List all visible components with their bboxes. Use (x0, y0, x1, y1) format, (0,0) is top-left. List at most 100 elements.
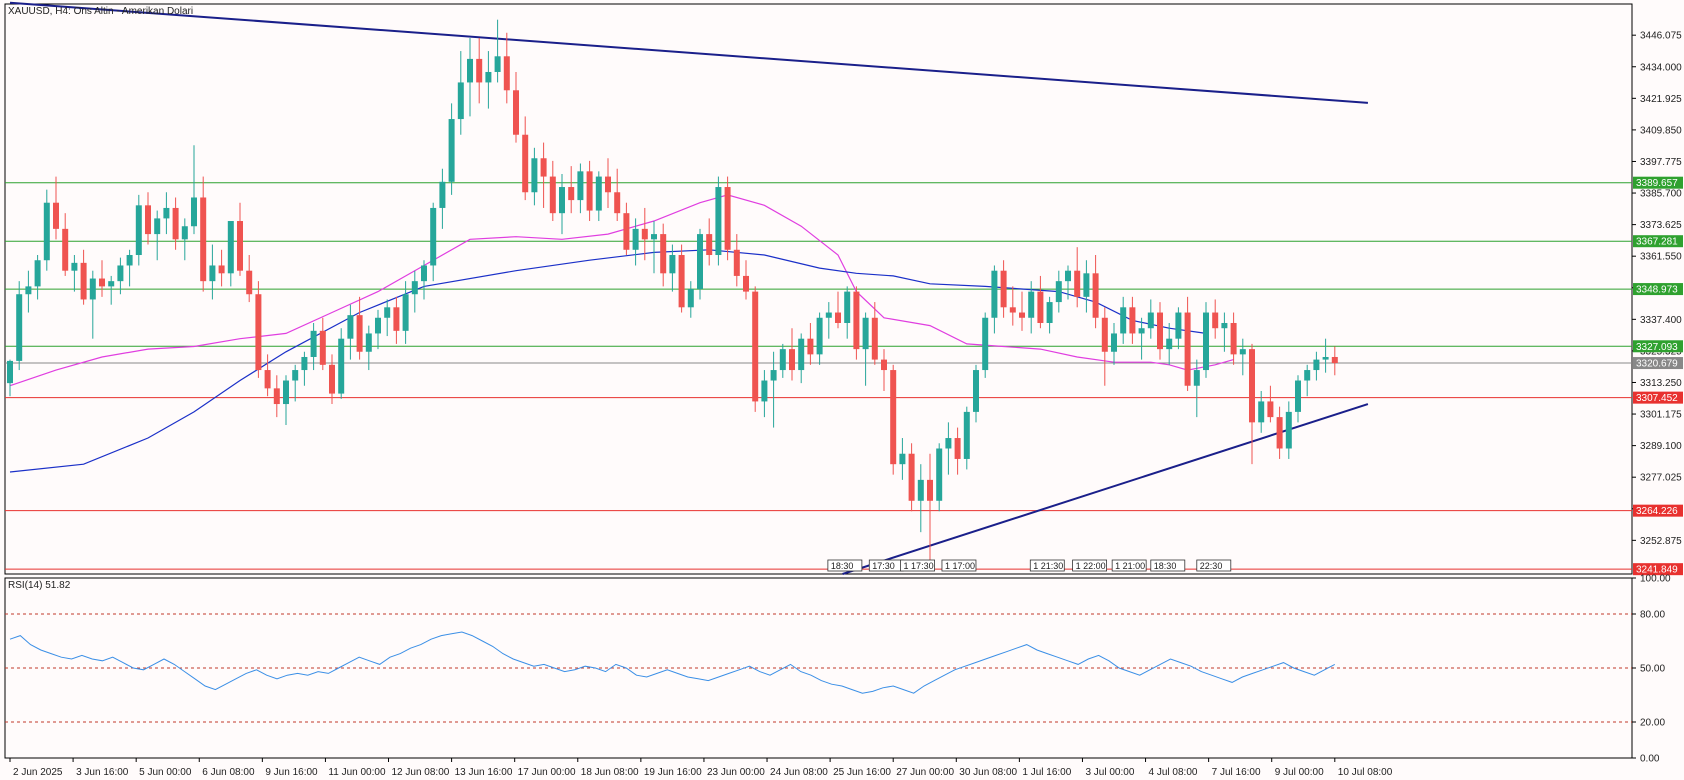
time-tick-label: 23 Jun 00:00 (707, 767, 765, 778)
candle-bullish (770, 370, 777, 381)
candle-bearish (200, 197, 207, 282)
candle-bearish (853, 291, 860, 350)
candle-bearish (1101, 317, 1108, 352)
candle-bullish (963, 411, 970, 459)
candle-bullish (347, 315, 354, 339)
candle-bullish (89, 278, 96, 300)
candle-bearish (1019, 312, 1025, 318)
candle-bearish (871, 317, 878, 360)
candle-bearish (908, 453, 915, 501)
time-tick-label: 4 Jul 08:00 (1149, 767, 1198, 778)
candle-bullish (798, 338, 805, 371)
candle-bullish (945, 438, 952, 449)
candle-bearish (1212, 312, 1219, 329)
candle-bullish (494, 56, 501, 72)
candle-bullish (1083, 273, 1090, 297)
price-tick-label: 3313.250 (1640, 378, 1682, 389)
session-marker-box (1196, 559, 1232, 572)
time-tick-label: 12 Jun 08:00 (392, 767, 450, 778)
candle-bullish (687, 289, 694, 308)
candle-bullish (209, 265, 216, 282)
session-marker-label: 1 22:00 (1076, 561, 1106, 571)
session-marker-label: 1 17:00 (945, 561, 975, 571)
time-tick-label: 10 Jul 08:00 (1338, 767, 1393, 778)
candle-bullish (1065, 270, 1071, 282)
price-tick-label: 3337.400 (1640, 315, 1682, 326)
candle-bearish (1267, 401, 1274, 418)
candle-bearish (1157, 312, 1163, 350)
price-tick-label: 3397.775 (1640, 157, 1682, 168)
time-tick-label: 18 Jun 08:00 (581, 767, 639, 778)
candle-bullish (292, 370, 299, 381)
price-tick-label: 3289.100 (1640, 441, 1682, 452)
rsi-line (9, 631, 1336, 694)
session-marker-box (1072, 559, 1107, 572)
candle-bullish (467, 58, 473, 83)
candle-bullish (973, 370, 979, 412)
candle-bullish (191, 197, 197, 227)
candle-bullish (7, 360, 13, 384)
rsi-label: RSI(14) 51.82 (8, 580, 71, 591)
candle-bearish (660, 234, 667, 274)
time-tick-label: 19 Jun 16:00 (644, 767, 702, 778)
session-marker-label: 17:30 (872, 561, 895, 571)
candle-bearish (789, 349, 795, 371)
session-marker-label: 18:30 (831, 561, 854, 571)
time-axis: 2 Jun 2025 3 Jun 16:00 5 Jun 00:00 6 Jun 08… (9, 758, 1393, 778)
candle-bullish (163, 207, 170, 219)
time-tick-label: 30 Jun 08:00 (959, 767, 1017, 778)
level-price-label: 3320.679 (1636, 359, 1678, 370)
candle-bullish (1120, 307, 1127, 334)
candle-bullish (430, 207, 437, 266)
rsi-tick-label: 20.00 (1640, 718, 1665, 729)
candle-bullish (1175, 312, 1182, 339)
level-price-label: 3307.452 (1636, 393, 1678, 404)
candle-bearish (927, 479, 933, 501)
candle-bearish (1249, 349, 1255, 423)
candle-bearish (678, 255, 685, 308)
candle-bullish (457, 82, 464, 120)
price-tick-label: 3301.175 (1640, 410, 1682, 421)
time-tick-label: 25 Jun 16:00 (833, 767, 891, 778)
price-tick-label: 3434.000 (1640, 62, 1682, 73)
price-tick-label: 3385.700 (1640, 189, 1682, 200)
candles (7, 19, 1338, 564)
rsi-tick-label: 80.00 (1640, 610, 1665, 621)
candle-bullish (365, 333, 372, 352)
level-price-tag (1633, 563, 1683, 576)
candle-bullish (917, 479, 924, 501)
level-price-label: 3348.973 (1636, 285, 1678, 296)
candle-bullish (1193, 370, 1200, 386)
candle-bearish (145, 205, 151, 235)
candle-bullish (816, 317, 823, 355)
candle-bullish (71, 262, 78, 271)
candle-bearish (513, 90, 519, 135)
candle-bearish (881, 359, 887, 371)
time-tick-label: 5 Jun 00:00 (139, 767, 192, 778)
candle-bearish (476, 58, 483, 83)
session-marker-label: 1 21:30 (1033, 561, 1063, 571)
candle-bullish (1111, 333, 1117, 352)
time-tick-label: 9 Jun 16:00 (265, 767, 318, 778)
candle-bearish (319, 330, 326, 365)
candle-bullish (577, 171, 584, 201)
candle-bullish (651, 234, 657, 240)
candle-bullish (25, 286, 32, 295)
candle-bearish (549, 176, 556, 214)
candle-bullish (669, 255, 676, 274)
candle-bearish (99, 278, 105, 287)
candle-bullish (1221, 322, 1228, 329)
candle-bullish (126, 255, 133, 266)
time-tick-label: 3 Jun 16:00 (76, 767, 129, 778)
session-marker-box (1029, 559, 1065, 572)
candle-bearish (540, 158, 547, 177)
candle-bearish (273, 388, 280, 405)
time-tick-label: 2 Jun 2025 (13, 767, 63, 778)
candle-bullish (899, 453, 906, 465)
candle-bearish (954, 438, 961, 459)
candle-bearish (62, 228, 69, 271)
candle-bearish (614, 192, 621, 214)
candle-bullish (338, 338, 345, 394)
level-price-label: 3389.657 (1636, 178, 1678, 189)
